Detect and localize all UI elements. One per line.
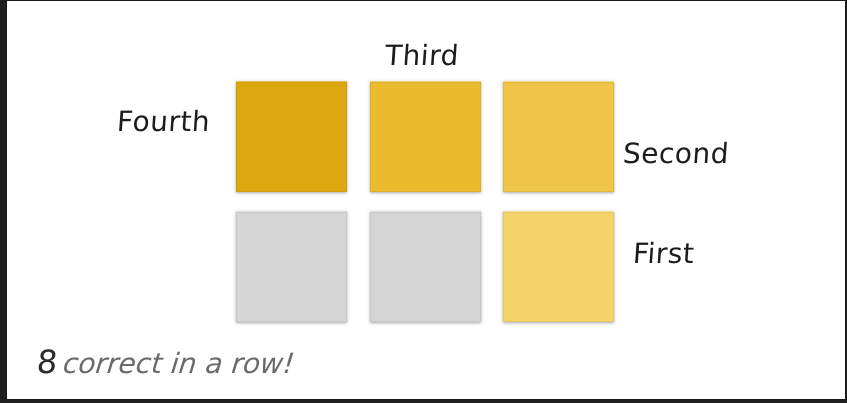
label-fourth: Fourth [115,105,212,138]
tile-row2-col3[interactable] [503,211,614,322]
tile-row1-col2[interactable] [370,81,481,192]
label-first: First [631,237,696,270]
streak-text: correct in a row! [61,347,297,380]
streak-counter: 8correct in a row! [35,343,297,381]
tile-row1-col1[interactable] [236,81,347,192]
streak-count: 8 [35,343,60,381]
tile-row2-col2[interactable] [370,211,481,322]
label-third: Third [383,39,461,72]
label-second: Second [621,137,731,170]
tile-row2-col1[interactable] [236,211,347,322]
tile-row1-col3[interactable] [503,81,614,192]
game-board: Fourth Third Second First 8correct in a … [6,0,846,400]
